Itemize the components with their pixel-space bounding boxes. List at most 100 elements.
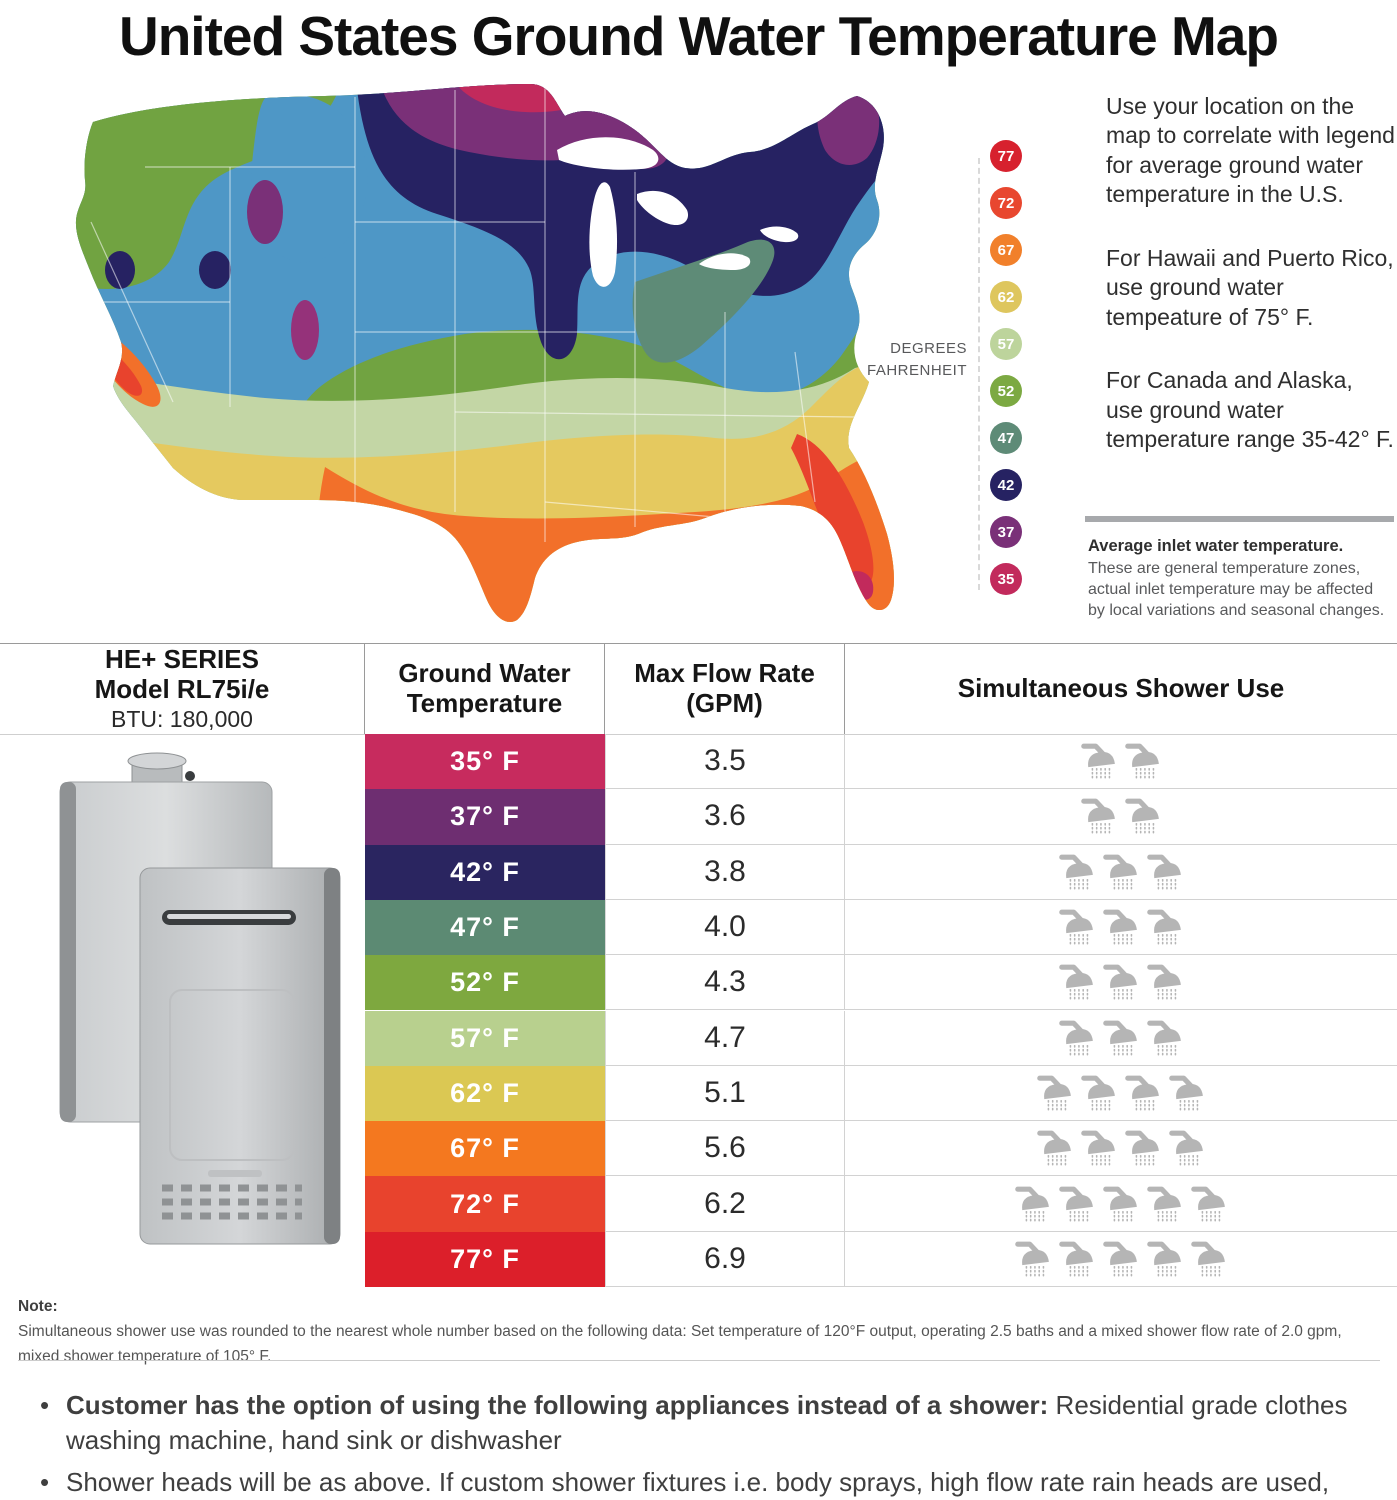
temperature-cell: 62° F [365, 1065, 605, 1122]
shower-icon [1124, 799, 1159, 834]
instruction-paragraph: For Canada and Alaska, use ground water … [1106, 367, 1394, 452]
callout-divider-bar [1085, 516, 1394, 522]
shower-icon [1190, 1241, 1225, 1277]
table-row: 42° F 3.8 [0, 844, 1397, 900]
table-row: 67° F 5.6 [0, 1121, 1397, 1177]
flow-rate-cell: 4.0 [605, 899, 845, 956]
temperature-cell: 77° F [365, 1231, 605, 1287]
water-heater-product-image [59, 752, 341, 1245]
instruction-paragraph: Use your location on the map to correlat… [1106, 93, 1395, 208]
table-row: 47° F 4.0 [0, 899, 1397, 956]
shower-icon [1058, 964, 1093, 1000]
shower-icon [1168, 1075, 1203, 1111]
shower-icon [1080, 799, 1115, 834]
shower-icon [1102, 1241, 1137, 1277]
map-instructions: Use your location on the map to correlat… [1106, 92, 1396, 488]
state-borders [85, 86, 856, 542]
legend-dashed-divider [978, 158, 980, 590]
note-label: Note: [18, 1298, 58, 1315]
flow-rate-cell: 3.5 [605, 734, 845, 790]
page-title: United States Ground Water Temperature M… [118, 5, 1279, 67]
note-divider [18, 1360, 1380, 1361]
footer-bullet-list: Customer has the option of using the fol… [18, 1388, 1384, 1500]
table-row: 52° F 4.3 [0, 955, 1397, 1011]
legend-circle-57: 57 [990, 328, 1022, 360]
shower-icon [1190, 1186, 1225, 1222]
shower-icon [1124, 1075, 1159, 1111]
simultaneous-shower-cell [845, 1176, 1397, 1232]
flow-rate-cell: 4.3 [605, 955, 845, 1011]
flow-rate-table: HE+ SERIES Model RL75i/e BTU: 180,000 Gr… [0, 643, 1397, 1287]
flow-rate-cell: 4.7 [605, 1010, 845, 1066]
great-lakes [557, 137, 799, 287]
shower-icon [1058, 1186, 1093, 1222]
table-row: 62° F 5.1 [0, 1065, 1397, 1122]
flow-rate-cell: 6.2 [605, 1176, 845, 1232]
temperature-cell: 35° F [365, 734, 605, 790]
shower-icon [1058, 909, 1093, 945]
bullet-bold-lead: Customer has the option of using the fol… [66, 1390, 1049, 1420]
shower-icon [1080, 1075, 1115, 1111]
table-header-product: HE+ SERIES Model RL75i/e BTU: 180,000 [0, 644, 365, 734]
simultaneous-shower-cell [845, 845, 1397, 900]
map-zones [75, 84, 894, 622]
legend-circle-42: 42 [990, 469, 1022, 501]
inlet-temperature-callout: Average inlet water temperature. These a… [1088, 536, 1390, 621]
simultaneous-shower-cell [845, 1121, 1397, 1177]
table-header-temperature: Ground Water Temperature [365, 644, 605, 734]
shower-icon [1146, 964, 1181, 1000]
shower-icon [1036, 1130, 1071, 1166]
flow-rate-cell: 3.6 [605, 789, 845, 845]
shower-icon [1058, 854, 1093, 890]
note-text: Simultaneous shower use was rounded to t… [18, 1322, 1342, 1365]
simultaneous-shower-cell [845, 789, 1397, 845]
shower-icon [1014, 1186, 1049, 1222]
shower-icon [1124, 1130, 1159, 1166]
temperature-cell: 57° F [365, 1010, 605, 1066]
table-row: 72° F 6.2 [0, 1176, 1397, 1232]
temperature-cell: 72° F [365, 1176, 605, 1232]
shower-icon [1080, 1130, 1115, 1166]
temperature-cell: 47° F [365, 899, 605, 956]
legend-circle-35: 35 [990, 563, 1022, 595]
us-ground-water-temperature-map [75, 84, 894, 622]
shower-icon [1146, 854, 1181, 890]
temperature-cell: 67° F [365, 1121, 605, 1177]
shower-icon [1146, 1186, 1181, 1222]
legend-circle-52: 52 [990, 375, 1022, 407]
legend-circle-62: 62 [990, 281, 1022, 313]
temperature-cell: 37° F [365, 789, 605, 845]
shower-icon [1102, 1186, 1137, 1222]
footer-bullet: Customer has the option of using the fol… [18, 1388, 1384, 1457]
shower-icon [1146, 1241, 1181, 1277]
callout-title: Average inlet water temperature. [1088, 537, 1344, 555]
footer-bullet: Shower heads will be as above. If custom… [18, 1465, 1384, 1500]
shower-icon [1102, 964, 1137, 1000]
shower-icon [1080, 743, 1115, 779]
table-row: 35° F 3.5 [0, 734, 1397, 790]
temperature-legend: 77 72 67 62 57 52 47 42 37 35 [990, 140, 1022, 595]
shower-icon [1168, 1130, 1203, 1166]
table-header-flow-rate: Max Flow Rate (GPM) [605, 644, 845, 734]
simultaneous-shower-cell [845, 955, 1397, 1011]
simultaneous-shower-cell [845, 734, 1397, 790]
table-row: 57° F 4.7 [0, 1010, 1397, 1066]
shower-icon [1058, 1020, 1093, 1056]
shower-icon [1058, 1241, 1093, 1277]
temperature-cell: 52° F [365, 955, 605, 1011]
flow-rate-cell: 3.8 [605, 844, 845, 900]
degrees-fahrenheit-label: DEGREES FAHRENHEIT [866, 340, 967, 379]
callout-body: These are general temperature zones, act… [1088, 559, 1385, 619]
flow-rate-cell: 6.9 [605, 1231, 845, 1287]
shower-icon [1102, 1020, 1137, 1056]
table-header-showers: Simultaneous Shower Use [957, 673, 1285, 704]
legend-circle-47: 47 [990, 422, 1022, 454]
bullet-text: Shower heads will be as above. If custom… [66, 1467, 1330, 1498]
table-note: Note: Simultaneous shower use was rounde… [18, 1295, 1384, 1369]
shower-icon [1014, 1241, 1049, 1277]
shower-icon [1146, 1020, 1181, 1056]
flow-rate-cell: 5.6 [605, 1121, 845, 1177]
shower-icon [1124, 743, 1159, 779]
table-header-rule [0, 734, 1397, 735]
